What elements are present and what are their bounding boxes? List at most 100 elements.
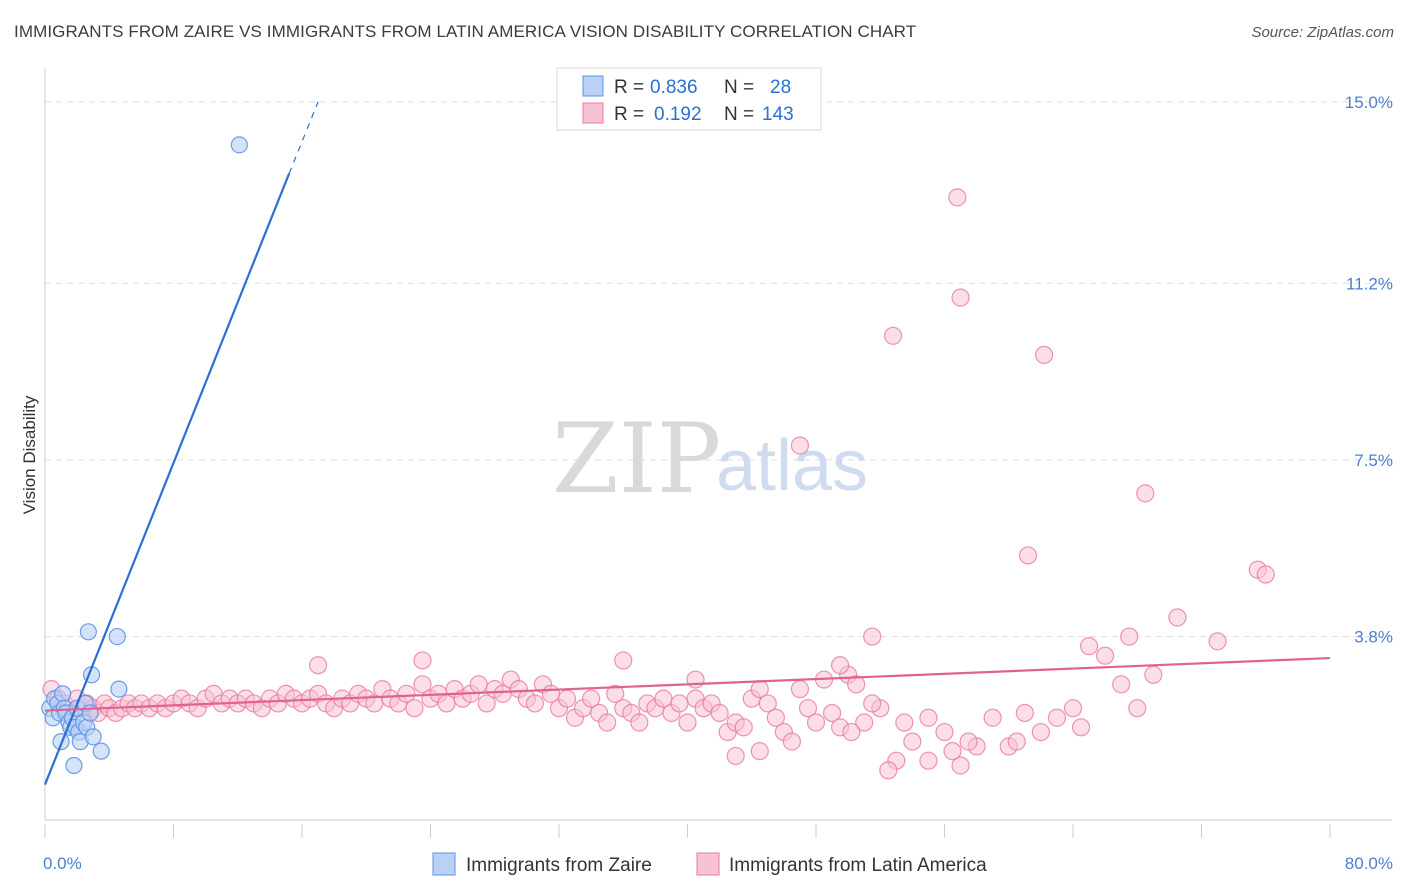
data-point-latin-america	[1120, 627, 1139, 646]
data-point-latin-america	[935, 722, 954, 742]
data-point-latin-america	[469, 675, 488, 694]
data-point-latin-america	[582, 689, 601, 708]
data-point-latin-america	[1047, 708, 1067, 727]
data-point-latin-america	[1112, 675, 1131, 694]
grid-lines	[45, 101, 1392, 638]
data-point-latin-america	[758, 694, 777, 713]
legend-n-value-zaire: 28	[770, 77, 791, 98]
bottom-legend-label-zaire: Immigrants from Zaire	[466, 855, 652, 876]
data-point-latin-america	[855, 713, 874, 732]
data-point-latin-america	[959, 732, 978, 751]
data-point-latin-america	[847, 675, 866, 694]
data-point-latin-america	[1168, 608, 1187, 627]
data-point-latin-america	[830, 656, 850, 675]
y-tick-label: 3.8%	[1354, 628, 1393, 647]
y-tick-label: 15.0%	[1345, 93, 1393, 112]
data-point-latin-america	[822, 703, 842, 723]
data-point-latin-america	[919, 751, 938, 770]
data-point-latin-america	[710, 703, 729, 723]
data-point-latin-america	[1136, 484, 1155, 503]
data-point-zaire	[84, 728, 102, 746]
bottom-legend-label-latin-america: Immigrants from Latin America	[729, 855, 987, 876]
legend-r-value-latin-america: 0.192	[654, 104, 702, 125]
data-point-latin-america	[1128, 699, 1147, 718]
watermark-zip: ZIP	[552, 403, 721, 515]
data-point-latin-america	[842, 722, 861, 742]
data-point-latin-america	[863, 694, 882, 713]
chart-title: IMMIGRANTS FROM ZAIRE VS IMMIGRANTS FROM…	[14, 22, 917, 41]
data-point-latin-america	[1144, 665, 1163, 684]
data-point-latin-america	[948, 188, 967, 207]
trend-line-latin-america	[44, 656, 1331, 712]
data-point-latin-america	[1031, 722, 1050, 742]
bottom-legend-swatch-latin-america	[696, 852, 720, 876]
data-point-latin-america	[943, 742, 962, 761]
data-point-latin-america	[1071, 718, 1091, 737]
data-point-latin-america	[919, 708, 938, 727]
data-point-latin-america	[557, 689, 577, 708]
data-point-zaire	[54, 685, 72, 703]
data-point-latin-america	[477, 694, 496, 713]
series-latin-america-points	[42, 188, 1275, 780]
legend-r-value-zaire: 0.836	[650, 77, 698, 98]
data-point-latin-america	[686, 670, 705, 689]
stats-legend: R = 0.836 N = 28 R = 0.192 N = 143	[556, 67, 822, 131]
data-point-latin-america	[790, 436, 810, 455]
data-point-latin-america	[951, 756, 970, 775]
data-point-latin-america	[790, 679, 810, 699]
data-point-latin-america	[630, 713, 649, 732]
x-tick-label: 80.0%	[1345, 854, 1393, 873]
y-tick-labels: 3.8% 7.5% 11.2% 15.0%	[1345, 93, 1393, 647]
data-point-latin-america	[1034, 345, 1054, 365]
data-point-latin-america	[806, 713, 826, 732]
data-point-latin-america	[308, 656, 328, 675]
data-point-latin-america	[951, 288, 970, 307]
data-point-latin-america	[798, 699, 818, 718]
data-point-latin-america	[750, 742, 769, 761]
legend-n-label-zaire: N =	[724, 77, 754, 98]
data-point-latin-america	[734, 718, 753, 737]
legend-n-value-latin-america: 143	[762, 104, 794, 125]
data-point-zaire	[110, 680, 128, 698]
trend-lines	[43, 101, 1331, 785]
y-tick-label: 11.2%	[1346, 274, 1393, 293]
data-point-latin-america	[678, 713, 697, 732]
data-point-latin-america	[983, 708, 1002, 727]
data-point-latin-america	[1256, 565, 1275, 584]
data-point-latin-america	[883, 326, 903, 345]
y-axis-title: Vision Disability	[20, 395, 39, 514]
data-point-latin-america	[606, 684, 625, 703]
data-point-latin-america	[525, 694, 545, 713]
trend-line-zaire	[43, 173, 291, 785]
bottom-legend-swatch-zaire	[432, 852, 456, 876]
legend-n-label-latin-america: N =	[724, 104, 754, 125]
data-point-zaire	[108, 627, 126, 646]
data-point-latin-america	[726, 746, 745, 766]
data-point-latin-america	[782, 732, 802, 751]
data-point-zaire	[230, 136, 248, 154]
data-point-latin-america	[1079, 637, 1099, 656]
data-point-latin-america	[413, 675, 432, 694]
data-point-latin-america	[413, 651, 432, 670]
x-tick-label: 0.0%	[43, 854, 82, 873]
legend-r-label-latin-america: R =	[614, 104, 644, 125]
legend-swatch-latin-america	[582, 102, 604, 124]
series-zaire-points	[41, 136, 248, 775]
data-point-latin-america	[895, 713, 914, 732]
data-point-zaire	[79, 623, 97, 641]
x-tick-labels: 0.0% 80.0%	[43, 854, 1393, 873]
y-tick-label: 7.5%	[1354, 451, 1393, 470]
data-point-latin-america	[1208, 632, 1227, 651]
trend-line-zaire-extension	[288, 101, 319, 174]
watermark-atlas: atlas	[716, 426, 868, 506]
source-label: Source: ZipAtlas.com	[1251, 24, 1394, 41]
data-point-latin-america	[863, 627, 882, 646]
data-point-zaire	[81, 704, 99, 722]
data-point-latin-america	[766, 708, 785, 727]
data-point-latin-america	[1007, 732, 1026, 751]
data-point-latin-america	[1018, 546, 1038, 565]
data-point-latin-america	[1096, 646, 1115, 665]
legend-r-label-zaire: R =	[614, 77, 644, 98]
data-point-latin-america	[397, 684, 416, 703]
data-point-latin-america	[1063, 699, 1083, 718]
